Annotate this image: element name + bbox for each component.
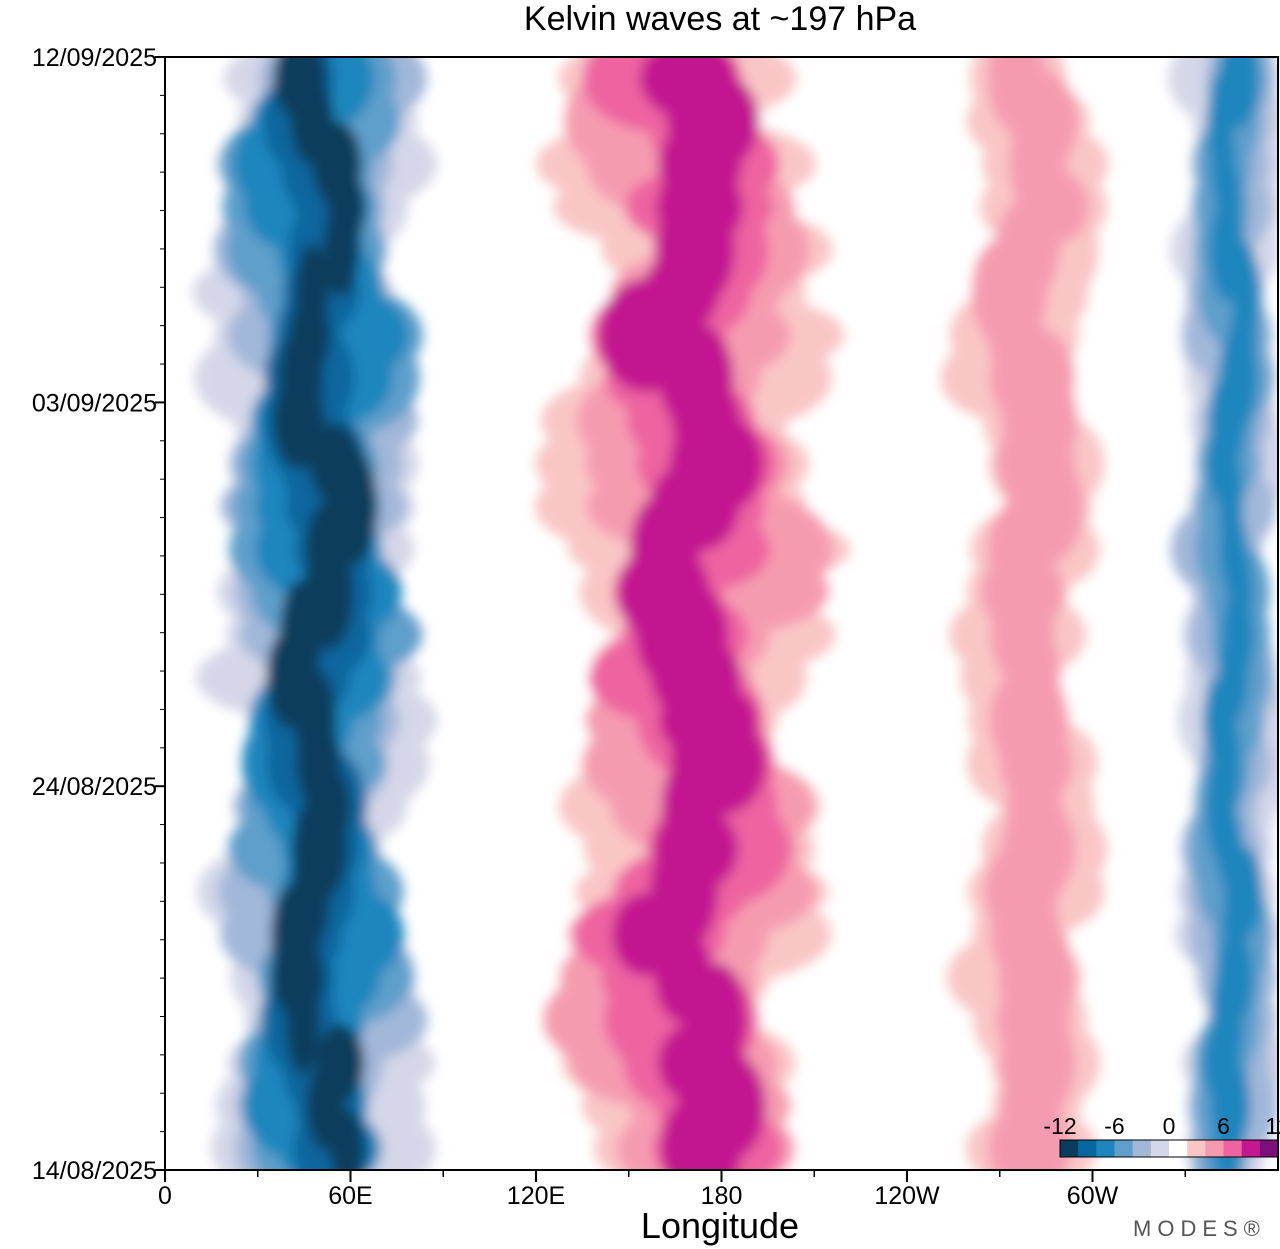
chart-title: Kelvin waves at ~197 hPa [524, 0, 916, 38]
colorbar-swatch [1241, 1140, 1261, 1157]
colorbar-swatch [1187, 1140, 1206, 1157]
x-tick-label: 0 [158, 1182, 172, 1210]
colorbar-swatch [1132, 1140, 1152, 1157]
colorbar-swatch [1060, 1140, 1079, 1157]
colorbar-frame [1059, 1139, 1279, 1158]
x-tick-label: 60E [328, 1182, 372, 1210]
colorbar-tick-label: 6 [1217, 1113, 1230, 1139]
colorbar-swatch [1114, 1140, 1134, 1157]
colorbar-tick-label: 12 [1265, 1113, 1280, 1139]
x-tick-label: 60W [1067, 1182, 1119, 1210]
colorbar-swatch [1205, 1140, 1224, 1157]
colorbar-swatch [1096, 1140, 1115, 1157]
x-tick-label: 180 [701, 1182, 743, 1210]
colorbar-tick-label: -12 [1043, 1113, 1076, 1139]
colorbar-swatch [1223, 1140, 1243, 1157]
colorbar-tick-label: 0 [1163, 1113, 1176, 1139]
x-axis-label: Longitude [641, 1205, 799, 1246]
y-tick-label: 24/08/2025 [32, 773, 157, 801]
contour-fill [330, 1109, 365, 1170]
contour-fill [988, 1100, 1071, 1170]
contour-fill [273, 373, 325, 469]
contour-fill [286, 965, 321, 1075]
y-tick-label: 12/09/2025 [32, 44, 157, 72]
x-tick-label: 120E [507, 1182, 565, 1210]
x-tick-label: 120W [874, 1182, 940, 1210]
y-tick-label: 03/09/2025 [32, 389, 157, 417]
colorbar-swatch [1150, 1140, 1170, 1157]
colorbar-swatch [1169, 1140, 1188, 1157]
contour-fill [660, 1092, 742, 1170]
colorbar-swatch [1078, 1140, 1097, 1157]
contour-fill [323, 202, 359, 297]
y-tick-label: 14/08/2025 [32, 1157, 157, 1185]
colorbar-swatch [1259, 1140, 1279, 1157]
colorbar-tick-label: -6 [1104, 1113, 1124, 1139]
plot-area [165, 57, 1278, 1170]
colorbar: -12 -6 0 6 12 [1043, 1113, 1280, 1158]
modes-logo: MODES® [1133, 1216, 1266, 1241]
